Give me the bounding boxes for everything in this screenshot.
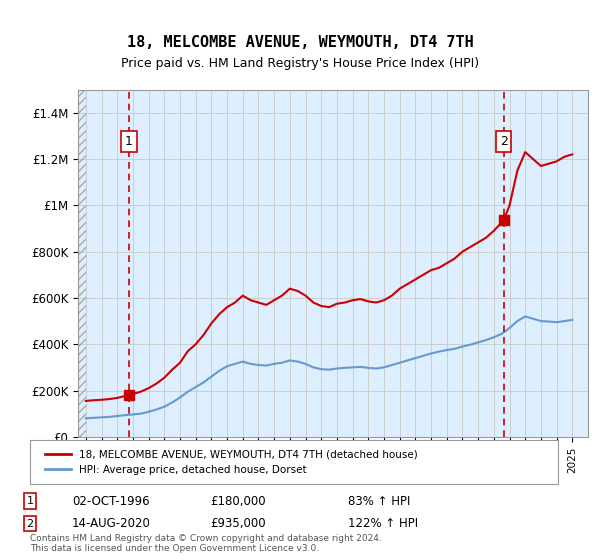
Text: 18, MELCOMBE AVENUE, WEYMOUTH, DT4 7TH: 18, MELCOMBE AVENUE, WEYMOUTH, DT4 7TH <box>127 35 473 50</box>
Text: 1: 1 <box>125 135 133 148</box>
Text: Contains HM Land Registry data © Crown copyright and database right 2024.
This d: Contains HM Land Registry data © Crown c… <box>30 534 382 553</box>
Text: £180,000: £180,000 <box>210 494 266 508</box>
Text: 122% ↑ HPI: 122% ↑ HPI <box>348 517 418 530</box>
Text: Price paid vs. HM Land Registry's House Price Index (HPI): Price paid vs. HM Land Registry's House … <box>121 57 479 70</box>
Bar <box>78 90 86 437</box>
Text: 83% ↑ HPI: 83% ↑ HPI <box>348 494 410 508</box>
Text: £935,000: £935,000 <box>210 517 266 530</box>
Text: 2: 2 <box>26 519 34 529</box>
Text: 2: 2 <box>500 135 508 148</box>
Legend: 18, MELCOMBE AVENUE, WEYMOUTH, DT4 7TH (detached house), HPI: Average price, det: 18, MELCOMBE AVENUE, WEYMOUTH, DT4 7TH (… <box>40 445 422 479</box>
Text: 02-OCT-1996: 02-OCT-1996 <box>72 494 149 508</box>
Text: 1: 1 <box>26 496 34 506</box>
Text: 14-AUG-2020: 14-AUG-2020 <box>72 517 151 530</box>
